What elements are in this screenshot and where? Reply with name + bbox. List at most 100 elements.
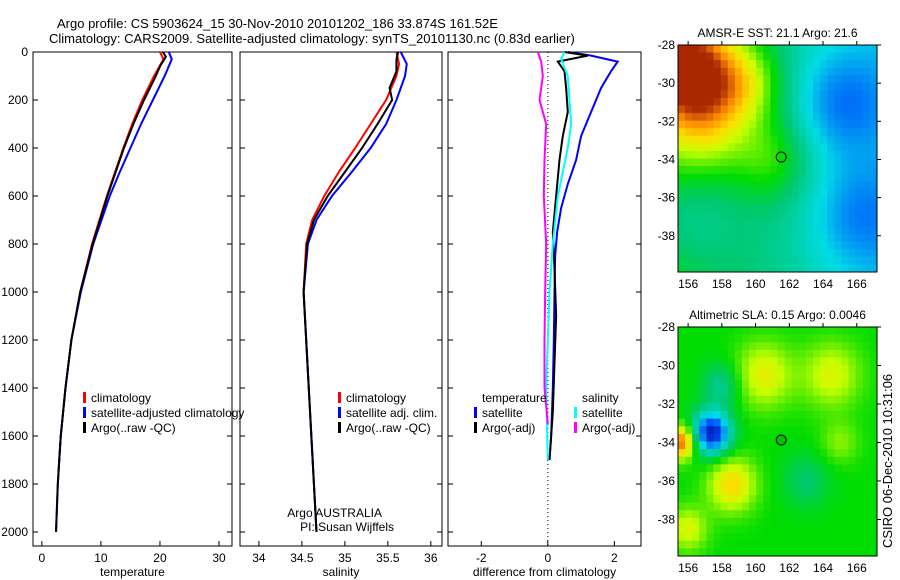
heatmap-cell — [685, 388, 693, 397]
heatmap-cell — [770, 166, 778, 175]
heatmap-cell — [791, 517, 800, 526]
heatmap-cell — [727, 540, 736, 549]
heatmap-cell — [834, 241, 842, 250]
heatmap-cell — [685, 90, 693, 99]
heatmap-cell — [848, 410, 857, 420]
heatmap-cell — [720, 158, 729, 167]
heatmap-cell — [798, 60, 807, 69]
heatmap-cell — [741, 410, 750, 420]
heatmap-cell — [727, 327, 736, 336]
heatmap-cell — [770, 150, 778, 159]
heatmap-cell — [813, 60, 821, 69]
heatmap-cell — [791, 211, 800, 220]
heatmap-cell — [713, 372, 722, 381]
heatmap-cell — [741, 403, 750, 412]
heatmap-cell — [777, 135, 786, 144]
heatmap-cell — [749, 502, 757, 511]
heatmap-cell — [706, 441, 715, 450]
heatmap-cell — [834, 143, 842, 152]
heatmap-cell — [784, 342, 793, 351]
heatmap-cell — [820, 334, 828, 343]
heatmap-cell — [848, 264, 857, 273]
heatmap-cell — [855, 135, 864, 144]
heatmap-cell — [805, 135, 814, 144]
heatmap-cell — [770, 60, 778, 69]
heatmap-cell — [678, 249, 686, 258]
heatmap-cell — [770, 418, 778, 427]
heatmap-cell — [834, 502, 842, 511]
heatmap-cell — [791, 426, 800, 435]
heatmap-cell — [692, 349, 700, 359]
x-tick-label: 10 — [94, 551, 108, 565]
heatmap-cell — [720, 60, 729, 69]
heatmap-cell — [720, 479, 729, 488]
heatmap-cell — [685, 256, 693, 265]
heatmap-cell — [720, 241, 729, 250]
heatmap-cell — [770, 226, 778, 235]
heatmap-cell — [805, 327, 814, 336]
heatmap-cell — [834, 52, 842, 61]
heatmap-cell — [834, 113, 842, 122]
heatmap-cell — [784, 188, 793, 197]
heatmap-cell — [805, 234, 814, 243]
heatmap-cell — [820, 349, 828, 359]
heatmap-cell — [749, 75, 757, 84]
heatmap-cell — [699, 510, 707, 519]
heatmap-cell — [706, 241, 715, 250]
heatmap-cell — [869, 234, 878, 243]
heatmap-cell — [791, 188, 800, 197]
heatmap-cell — [869, 349, 878, 359]
heatmap-cell — [770, 82, 778, 91]
heatmap-cell — [678, 120, 686, 129]
heatmap-cell — [820, 196, 828, 205]
series-satellite-adj-clim- — [302, 51, 408, 533]
heatmap-cell — [749, 525, 757, 534]
heatmap-cell — [841, 135, 850, 144]
heatmap-cell — [834, 158, 842, 167]
heatmap-cell — [798, 456, 807, 465]
heatmap-cell — [685, 52, 693, 61]
heatmap-cell — [678, 203, 686, 212]
heatmap-cell — [855, 264, 864, 273]
heatmap-cell — [841, 60, 850, 69]
heatmap-cell — [862, 105, 871, 114]
heatmap-cell — [855, 517, 864, 526]
heatmap-cell — [713, 472, 722, 481]
heatmap-cell — [685, 365, 693, 374]
y-tick-label: -34 — [658, 435, 676, 449]
heatmap-cell — [862, 143, 871, 152]
heatmap-cell — [791, 533, 800, 542]
heatmap-cell — [848, 357, 857, 366]
heatmap-cell — [741, 67, 750, 76]
heatmap-cell — [706, 60, 715, 69]
heatmap-cell — [706, 548, 715, 557]
heatmap-cell — [855, 403, 864, 412]
heatmap-cell — [770, 494, 778, 504]
heatmap-cell — [727, 487, 736, 496]
heatmap-cell — [770, 372, 778, 381]
heatmap-cell — [827, 241, 835, 250]
heatmap-cell — [855, 334, 864, 343]
heatmap-cell — [848, 105, 857, 114]
heatmap-cell — [798, 97, 807, 107]
heatmap-cell — [805, 502, 814, 511]
heatmap-cell — [756, 510, 764, 519]
heatmap-cell — [741, 456, 750, 465]
heatmap-cell — [841, 249, 850, 258]
heatmap-cell — [827, 426, 835, 435]
heatmap-cell — [763, 75, 771, 84]
heatmap-cell — [805, 342, 814, 351]
heatmap-cell — [784, 203, 793, 212]
heatmap-cell — [692, 52, 700, 61]
heatmap-cell — [685, 342, 693, 351]
heatmap-cell — [813, 241, 821, 250]
heatmap-cell — [834, 67, 842, 76]
heatmap-cell — [706, 433, 715, 442]
heatmap-cell — [692, 264, 700, 273]
heatmap-cell — [848, 433, 857, 442]
diff-sal-legend-label: Argo(-adj) — [582, 421, 635, 435]
annotation-line: Argo AUSTRALIA — [287, 506, 382, 520]
heatmap-cell — [727, 410, 736, 420]
y-tick-label: 1800 — [1, 477, 28, 491]
heatmap-cell — [848, 219, 857, 228]
